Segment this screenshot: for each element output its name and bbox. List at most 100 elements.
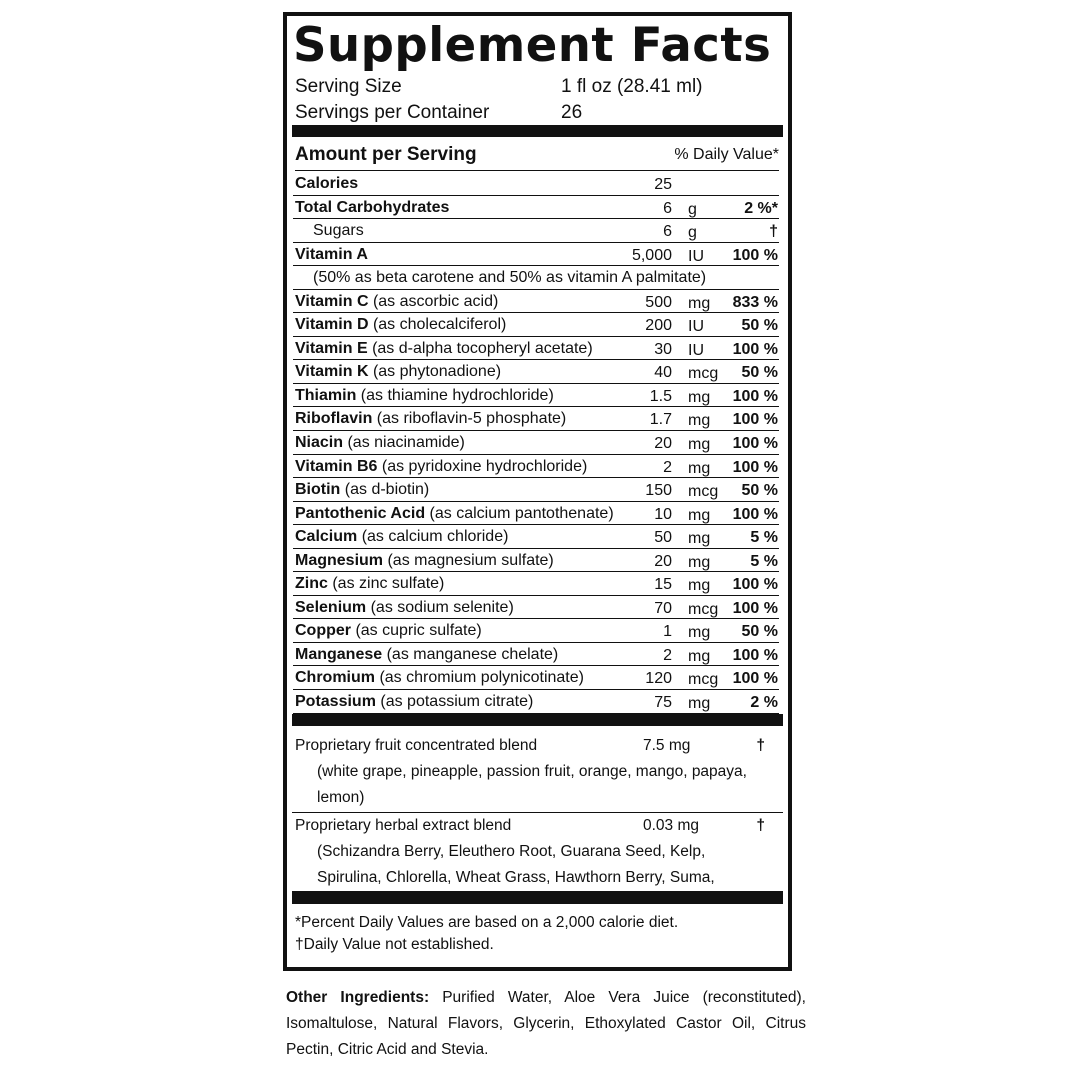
nutrient-label: Sugars — [313, 222, 364, 240]
nutrient-daily-value: 50 % — [741, 623, 778, 641]
nutrient-row: Sugars 6 g † — [293, 219, 779, 243]
nutrient-label: Calcium — [295, 528, 358, 546]
nutrient-unit: mg — [688, 530, 711, 548]
nutrient-daily-value: † — [769, 223, 778, 241]
nutrient-source: (as cholecalciferol) — [372, 316, 507, 334]
nutrient-source: (as chromium polynicotinate) — [379, 669, 584, 687]
nutrient-label: Selenium — [295, 598, 367, 616]
nutrient-row: Chromium (as chromium polynicotinate) 120… — [293, 666, 779, 691]
nutrient-unit: mg — [688, 459, 711, 477]
nutrient-source: (as zinc sulfate) — [332, 575, 445, 593]
nutrient-amount: 2 — [663, 646, 672, 664]
nutrient-daily-value: 100 % — [732, 505, 778, 523]
nutrient-source: (as d-biotin) — [344, 481, 430, 499]
nutrient-name: (50% as beta carotene and 50% as vitamin… — [313, 266, 706, 289]
nutrient-amount: 200 — [645, 317, 672, 335]
nutrient-source: (as cupric sulfate) — [355, 622, 482, 640]
amount-per-serving-label: Amount per Serving — [295, 144, 477, 165]
nutrient-name: Calories — [295, 172, 358, 195]
nutrient-source: (as potassium citrate) — [380, 693, 534, 711]
nutrient-amount: 120 — [645, 670, 672, 688]
nutrient-unit: mg — [688, 388, 711, 406]
nutrient-unit: g — [688, 200, 697, 218]
nutrient-name: Zinc (as zinc sulfate) — [295, 572, 444, 595]
nutrient-amount: 15 — [654, 576, 672, 594]
nutrient-amount: 6 — [663, 223, 672, 241]
nutrient-label: Biotin — [295, 481, 341, 499]
nutrient-daily-value: 5 % — [750, 529, 778, 547]
nutrient-source: (50% as beta carotene and 50% as vitamin… — [313, 269, 707, 287]
nutrient-label: Calories — [295, 175, 359, 192]
nutrient-label: Zinc — [295, 575, 328, 593]
nutrient-unit: mg — [688, 577, 711, 595]
nutrient-amount: 6 — [663, 199, 672, 217]
nutrient-label: Chromium — [295, 669, 375, 687]
nutrient-source: (as phytonadione) — [372, 363, 502, 381]
nutrient-unit: mg — [688, 647, 711, 665]
amount-header: Amount per Serving % Daily Value* — [295, 144, 779, 171]
nutrient-unit: mcg — [688, 483, 719, 501]
nutrient-row: Manganese (as manganese chelate) 2 mg 100 % — [293, 643, 779, 667]
nutrient-daily-value: 100 % — [732, 646, 778, 664]
nutrient-name: Vitamin B6 (as pyridoxine hydrochloride) — [295, 455, 587, 478]
nutrient-row: Pantothenic Acid (as calcium pantothenat… — [293, 502, 779, 526]
nutrient-row: Potassium (as potassium citrate) 75 mg 2 % — [293, 690, 779, 714]
nutrient-amount: 10 — [654, 505, 672, 523]
other-ingredients-label: Other Ingredients: — [286, 989, 430, 1006]
nutrient-source: (as d-alpha tocopheryl acetate) — [372, 339, 593, 357]
panel-title: Supplement Facts — [293, 18, 772, 73]
nutrient-amount: 75 — [654, 694, 672, 712]
nutrient-label: Vitamin K — [295, 363, 369, 381]
nutrient-source: (as ascorbic acid) — [372, 292, 499, 310]
nutrient-amount: 20 — [654, 435, 672, 453]
nutrient-name: Niacin (as niacinamide) — [295, 431, 465, 454]
thick-divider — [292, 714, 783, 726]
nutrient-daily-value: 100 % — [732, 387, 778, 405]
nutrient-label: Potassium — [295, 693, 376, 711]
nutrient-row: Niacin (as niacinamide) 20 mg 100 % — [293, 431, 779, 455]
nutrient-name: Pantothenic Acid (as calcium pantothenat… — [295, 502, 614, 525]
nutrient-label: Pantothenic Acid — [295, 504, 426, 522]
nutrient-unit: mcg — [688, 600, 719, 618]
nutrient-row: Calories 25 — [293, 172, 779, 196]
nutrient-name: Vitamin C (as ascorbic acid) — [295, 290, 498, 313]
nutrient-name: Copper (as cupric sulfate) — [295, 619, 482, 642]
nutrient-daily-value: 100 % — [732, 670, 778, 688]
blend-dv: † — [756, 817, 765, 834]
nutrient-daily-value: 100 % — [732, 435, 778, 453]
nutrient-amount: 150 — [645, 482, 672, 500]
other-ingredients-text: Purified Water, Aloe Vera Juice (reconst… — [286, 989, 806, 1058]
nutrient-daily-value: 2 % — [750, 694, 778, 712]
nutrient-label: Vitamin C — [295, 292, 369, 310]
nutrient-name: Biotin (as d-biotin) — [295, 478, 429, 501]
nutrient-name: Riboflavin (as riboflavin-5 phosphate) — [295, 407, 566, 430]
nutrient-label: Copper — [295, 622, 351, 640]
nutrient-daily-value: 100 % — [732, 458, 778, 476]
nutrient-daily-value: 50 % — [741, 482, 778, 500]
nutrient-daily-value: 100 % — [732, 246, 778, 264]
nutrient-row: Vitamin B6 (as pyridoxine hydrochloride)… — [293, 455, 779, 479]
thick-divider — [292, 125, 783, 137]
other-ingredients: Other Ingredients: Purified Water, Aloe … — [286, 985, 806, 1063]
serving-size-value: 1 fl oz (28.41 ml) — [561, 76, 703, 97]
nutrient-amount: 2 — [663, 458, 672, 476]
nutrient-daily-value: 100 % — [732, 599, 778, 617]
nutrient-name: Thiamin (as thiamine hydrochloride) — [295, 384, 554, 407]
footnote-daily-values: *Percent Daily Values are based on a 2,0… — [295, 914, 679, 931]
nutrient-name: Calcium (as calcium chloride) — [295, 525, 508, 548]
blend-ingredients: (white grape, pineapple, passion fruit, … — [317, 763, 747, 806]
nutrient-row: Vitamin E (as d-alpha tocopheryl acetate… — [293, 337, 779, 361]
nutrient-row: Vitamin K (as phytonadione) 40 mcg 50 % — [293, 360, 779, 384]
nutrient-unit: IU — [688, 341, 704, 359]
nutrient-name: Vitamin D (as cholecalciferol) — [295, 313, 506, 336]
nutrient-label: Niacin — [295, 434, 344, 452]
nutrient-daily-value: 5 % — [750, 552, 778, 570]
nutrient-daily-value: 100 % — [732, 576, 778, 594]
nutrient-unit: mcg — [688, 365, 719, 383]
nutrient-row: Vitamin D (as cholecalciferol) 200 IU 50 % — [293, 313, 779, 337]
blend-name: Proprietary herbal extract blend — [295, 817, 512, 834]
footnote-not-established: †Daily Value not established. — [295, 936, 494, 953]
nutrient-source: (as magnesium sulfate) — [387, 551, 554, 569]
nutrient-unit: mg — [688, 412, 711, 430]
nutrient-amount: 70 — [654, 599, 672, 617]
